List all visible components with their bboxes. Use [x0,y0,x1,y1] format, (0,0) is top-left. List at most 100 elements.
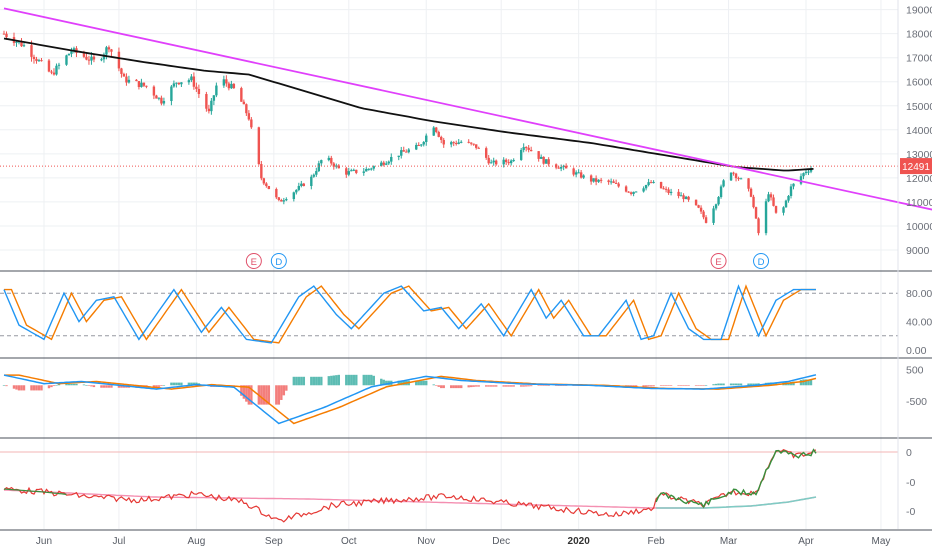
macd-histogram-bar [20,385,23,391]
candle-body [425,135,428,143]
candle-body [52,72,56,75]
event-marker[interactable] [710,253,727,269]
candle-body [155,95,158,99]
candle-body [102,54,106,60]
macd-histogram-bar [175,382,178,386]
candle-body [295,189,298,193]
macd-histogram-bar [5,385,8,387]
candle-body [792,183,795,187]
stochastic-k-line [3,284,816,344]
macd-histogram-bar [802,379,805,386]
candle-body [697,205,700,208]
candle-body [47,60,51,72]
candle-body [275,189,278,198]
candle-body [577,172,580,174]
candle-body [687,196,690,200]
candle-body [554,164,558,168]
candle-body [544,159,548,164]
candle-body [507,162,510,164]
candle-body [70,51,73,54]
candle-body [387,161,390,164]
macd-histogram-bar [400,380,403,386]
candle-body [5,33,8,38]
macd-histogram-bar [12,385,16,389]
candle-body [140,82,143,88]
candle-body [784,200,788,208]
candle-body [734,173,738,179]
x-axis-tick-label: Mar [720,536,738,547]
candle-body [809,168,813,172]
event-marker[interactable] [245,253,262,269]
candle-body [55,65,58,75]
macd-histogram-bar [155,385,158,388]
x-axis-tick-label: May [872,536,891,547]
macd-histogram-bar [367,374,370,386]
candle-body [192,76,196,87]
candle-body [135,79,138,82]
candle-body [612,181,615,183]
macd-histogram-bar [92,385,96,388]
event-marker[interactable] [270,253,287,269]
x-axis-tick-label: Aug [187,536,205,547]
macd-histogram-bar [370,374,373,386]
candle-body [195,86,198,89]
macd-histogram-bar [699,385,703,386]
macd-histogram-bar [300,376,303,386]
candle-body [767,194,770,202]
candle-body [107,47,111,50]
candle-body [774,205,778,213]
macd-histogram-bar [460,385,463,389]
macd-histogram-bar [712,384,715,386]
candle-body [222,79,226,86]
macd-histogram-bar [372,375,375,386]
price-axis-tick-label: 12000 [906,173,932,185]
candle-body [509,160,513,164]
candle-body [789,186,793,196]
candle-body [717,197,720,205]
macd-histogram-bar [295,376,298,386]
candle-body [280,200,283,202]
macd-histogram-bar [192,382,196,386]
candle-body [277,197,281,201]
candle-body [160,97,163,104]
candle-body [664,188,668,190]
candle-body [407,149,410,153]
macd-histogram-bar [547,385,550,386]
candle-body [82,52,86,57]
macd-histogram-bar [564,385,568,386]
macd-histogram-bar [702,385,705,386]
x-axis-tick-label: Dec [492,536,510,547]
candle-body [20,41,23,47]
candle-body [345,168,348,175]
macd-histogram-bar [544,385,548,386]
third-fast-line [3,449,817,523]
event-marker[interactable] [753,253,770,269]
macd-histogram-bar [65,383,68,386]
macd-histogram-bar [352,374,355,386]
x-axis-tick-label: 2020 [568,536,591,547]
x-axis-tick-label: Sep [265,536,283,547]
candle-body [634,191,638,193]
stochastic-d-line [4,284,816,344]
candle-body [35,58,38,62]
macd-histogram-bar [664,385,668,386]
candle-body [440,136,443,140]
macd-histogram-bar [82,384,86,386]
candle-body [694,199,698,206]
macd-histogram-bar [659,385,663,386]
macd-histogram-bar [247,385,251,405]
candle-body [110,49,113,52]
macd-histogram-bar [732,383,735,386]
candle-body [310,176,313,186]
candle-body [215,85,218,96]
candle-body [527,147,530,150]
candle-body [365,169,368,172]
candle-body [455,143,458,145]
macd-histogram-bar [475,385,478,387]
macd-histogram-bar [557,385,560,386]
third-indicator-panel [0,448,898,523]
macd-histogram-bar [335,375,338,386]
candle-body [65,55,68,65]
macd-histogram-bar [420,380,423,386]
candle-body [807,171,810,173]
